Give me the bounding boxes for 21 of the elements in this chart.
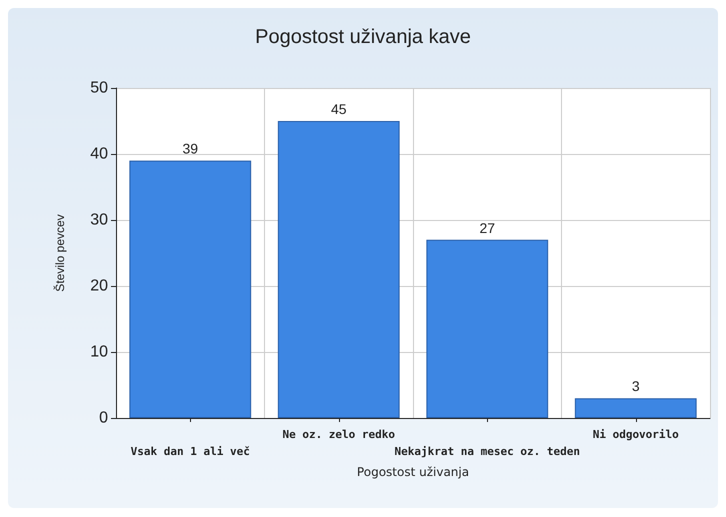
- y-axis-title: Število pevcev: [53, 214, 67, 292]
- x-tick-label: Ne oz. zelo redko: [282, 428, 396, 441]
- y-tick-label: 0: [99, 410, 108, 426]
- x-tick-label: Vsak dan 1 ali več: [130, 445, 250, 458]
- y-tick-label: 30: [90, 212, 108, 228]
- data-label: 45: [330, 101, 347, 117]
- bar: [426, 240, 548, 418]
- bar: [278, 121, 400, 418]
- chart-title: Pogostost uživanja kave: [255, 26, 471, 48]
- data-label: 39: [182, 140, 198, 157]
- x-tick-label: Ni odgovorilo: [592, 428, 680, 441]
- y-tick-label: 50: [90, 80, 108, 96]
- bar: [574, 398, 697, 418]
- x-axis-title: Pogostost uživanja: [356, 465, 470, 479]
- y-tick-label: 20: [90, 278, 108, 294]
- data-label: 27: [479, 220, 496, 236]
- y-tick-label: 40: [90, 146, 108, 162]
- bar: [129, 160, 252, 418]
- y-tick-label: 10: [90, 344, 108, 360]
- x-tick-label: Nekajkrat na mesec oz. teden: [394, 445, 580, 458]
- data-label: 3: [632, 378, 640, 394]
